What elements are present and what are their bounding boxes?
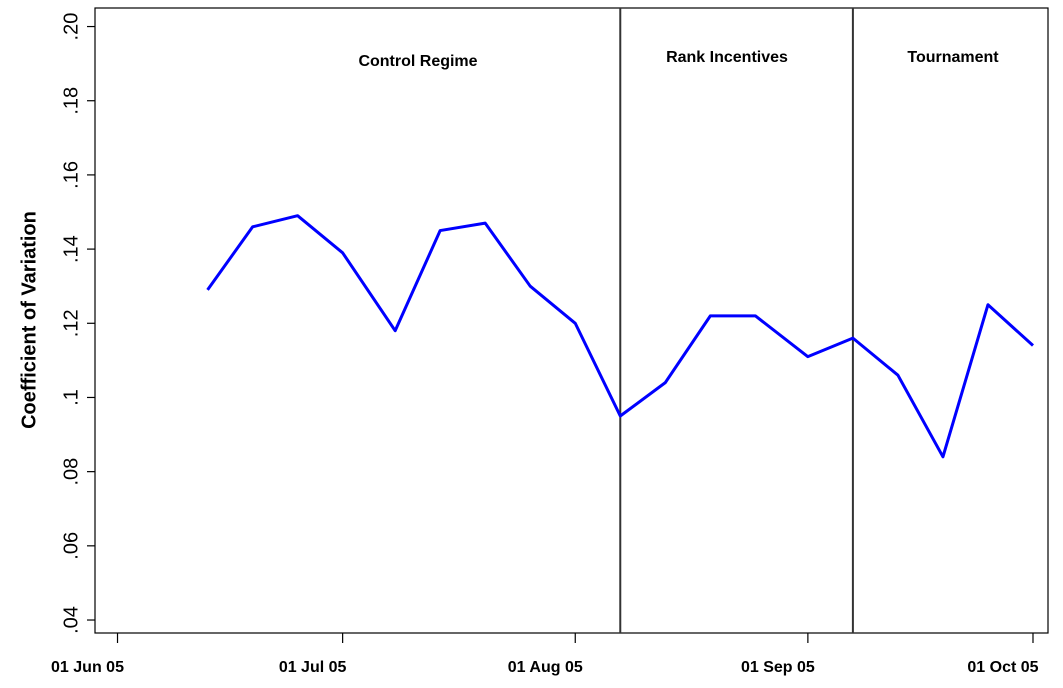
y-tick-label: .14 [60,235,82,263]
x-tick-label: 01 Sep 05 [741,659,815,676]
plot-frame [94,7,1049,634]
data-line [206,214,1034,459]
y-tick-label: .1 [60,389,82,406]
y-tick-label: .18 [60,87,82,115]
x-tick-label: 01 Jun 05 [51,659,124,676]
x-tick-label: 01 Oct 05 [967,659,1038,676]
x-tick-label: 01 Aug 05 [508,659,583,676]
y-tick-label: .08 [60,458,82,486]
regime-label: Rank Incentives [666,49,788,66]
regime-label: Tournament [907,49,999,66]
y-axis-label: Coefficient of Variation [18,211,40,429]
y-tick-label: .06 [60,532,82,560]
y-tick-label: .20 [60,13,82,41]
x-tick-label: 01 Jul 05 [279,659,347,676]
regime-label: Control Regime [358,53,477,70]
y-tick-label: .12 [60,309,82,337]
y-tick-label: .04 [60,606,82,634]
y-tick-label: .16 [60,161,82,189]
